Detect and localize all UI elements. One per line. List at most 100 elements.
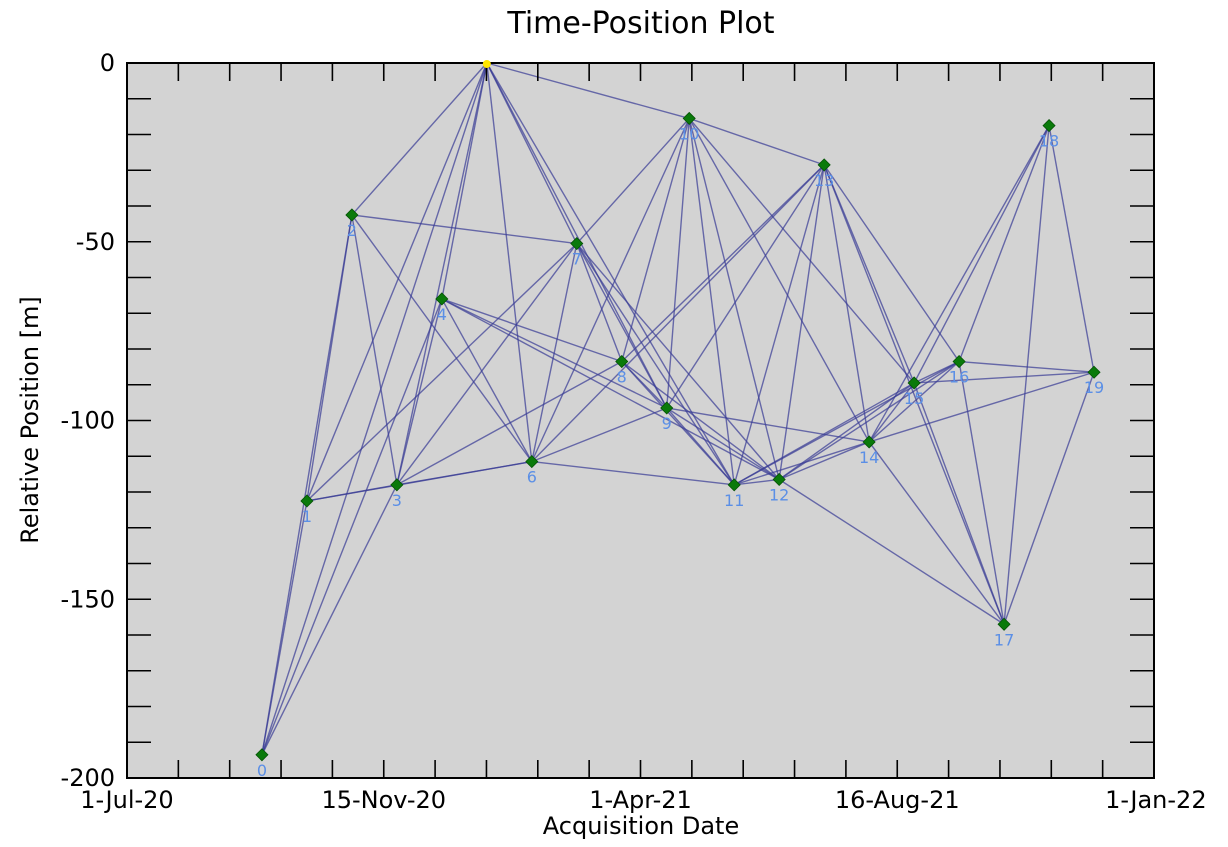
data-point-marker [255, 748, 269, 762]
edge-line [351, 214, 398, 485]
y-tick-label: -200 [61, 764, 115, 792]
edge-line [1003, 125, 1050, 625]
x-tick-label: 1-Jul-20 [80, 786, 173, 814]
data-point-marker [345, 208, 359, 222]
chart-title: Time-Position Plot [506, 6, 774, 41]
edge-line [823, 164, 870, 443]
data-point-marker [952, 354, 966, 369]
edge-line [486, 62, 690, 120]
edge-line [778, 382, 915, 481]
point-label: 7 [572, 250, 582, 269]
y-tick-label: 0 [100, 49, 115, 77]
edge-line [351, 62, 488, 216]
edge-line [576, 243, 780, 480]
edge-line [396, 460, 532, 486]
edge-line [958, 125, 1050, 362]
x-axis-label: Acquisition Date [543, 812, 739, 840]
edge-line [1048, 125, 1095, 373]
edge-line [351, 214, 577, 245]
point-group [255, 60, 1101, 762]
point-label: 16 [949, 368, 969, 387]
edge-line [621, 360, 780, 481]
edge-line [959, 360, 1095, 373]
edge-line [666, 407, 735, 486]
point-label: 18 [1039, 132, 1059, 151]
edge-line [621, 164, 825, 363]
data-point-marker [615, 354, 629, 369]
highlight-point-marker [482, 60, 491, 68]
edge-line [868, 125, 1050, 443]
edge-line [486, 62, 533, 462]
data-point-marker [435, 292, 449, 306]
data-point-marker [1042, 118, 1056, 133]
data-point-marker [525, 455, 539, 469]
edge-line [441, 298, 780, 481]
point-label: 2 [347, 221, 357, 240]
y-axis-label: Relative Position [m] [16, 296, 44, 544]
edge-line [666, 407, 870, 443]
data-point-marker [862, 435, 876, 449]
edge-line [261, 298, 443, 756]
point-label: 4 [437, 305, 447, 324]
edge-line [576, 243, 623, 362]
data-point-marker [570, 236, 584, 251]
edge-line [823, 164, 915, 384]
edge-line [913, 360, 960, 384]
edge-line [486, 62, 668, 409]
point-label: 17 [994, 630, 1014, 649]
edge-line [868, 360, 960, 443]
edge-line [441, 62, 488, 300]
edge-line [666, 407, 780, 481]
edge-line [396, 360, 623, 486]
edge-line [531, 407, 667, 463]
x-tick-label: 1-Jan-22 [1105, 786, 1206, 814]
edge-line [396, 243, 578, 486]
point-label: 12 [769, 485, 789, 504]
edge-line [576, 117, 690, 245]
data-point-marker [1087, 365, 1101, 379]
edge-line [868, 371, 1095, 443]
edge-line [958, 361, 1005, 625]
edge-line [351, 214, 533, 463]
edge-line [396, 62, 488, 485]
data-point-marker [390, 478, 404, 492]
edge-line [531, 460, 735, 486]
point-label: 14 [859, 448, 879, 467]
edge-line [778, 478, 1005, 625]
data-point-marker [300, 494, 314, 508]
edge-line [778, 441, 870, 481]
point-label: 13 [814, 171, 834, 190]
edge-line [913, 382, 1005, 625]
edge-line [576, 243, 668, 409]
edge-group [261, 62, 1095, 756]
edge-line [688, 117, 915, 384]
data-point-marker [817, 158, 831, 172]
point-label: 8 [617, 368, 627, 387]
edge-line [306, 62, 488, 502]
point-label: 11 [724, 491, 744, 510]
plot-area [127, 63, 1154, 778]
edge-line [531, 164, 825, 463]
point-label: 15 [904, 389, 924, 408]
edge-line [823, 164, 1005, 625]
edge-line [441, 298, 622, 363]
edge-line [868, 382, 915, 443]
edge-line [734, 478, 780, 486]
edge-line [621, 118, 690, 362]
point-label: 19 [1084, 378, 1104, 397]
edge-line [666, 164, 825, 409]
edge-line [913, 125, 1050, 384]
edge-line [778, 360, 960, 481]
edge-line [261, 484, 398, 756]
point-label: 10 [679, 124, 699, 143]
edge-line [306, 243, 578, 502]
data-point-marker [772, 472, 786, 487]
point-label: 9 [662, 414, 672, 433]
edge-line [823, 164, 960, 362]
edge-line [261, 62, 488, 755]
edge-line [666, 118, 690, 409]
plot-frame [126, 62, 1155, 779]
point-label: 1 [302, 507, 312, 526]
